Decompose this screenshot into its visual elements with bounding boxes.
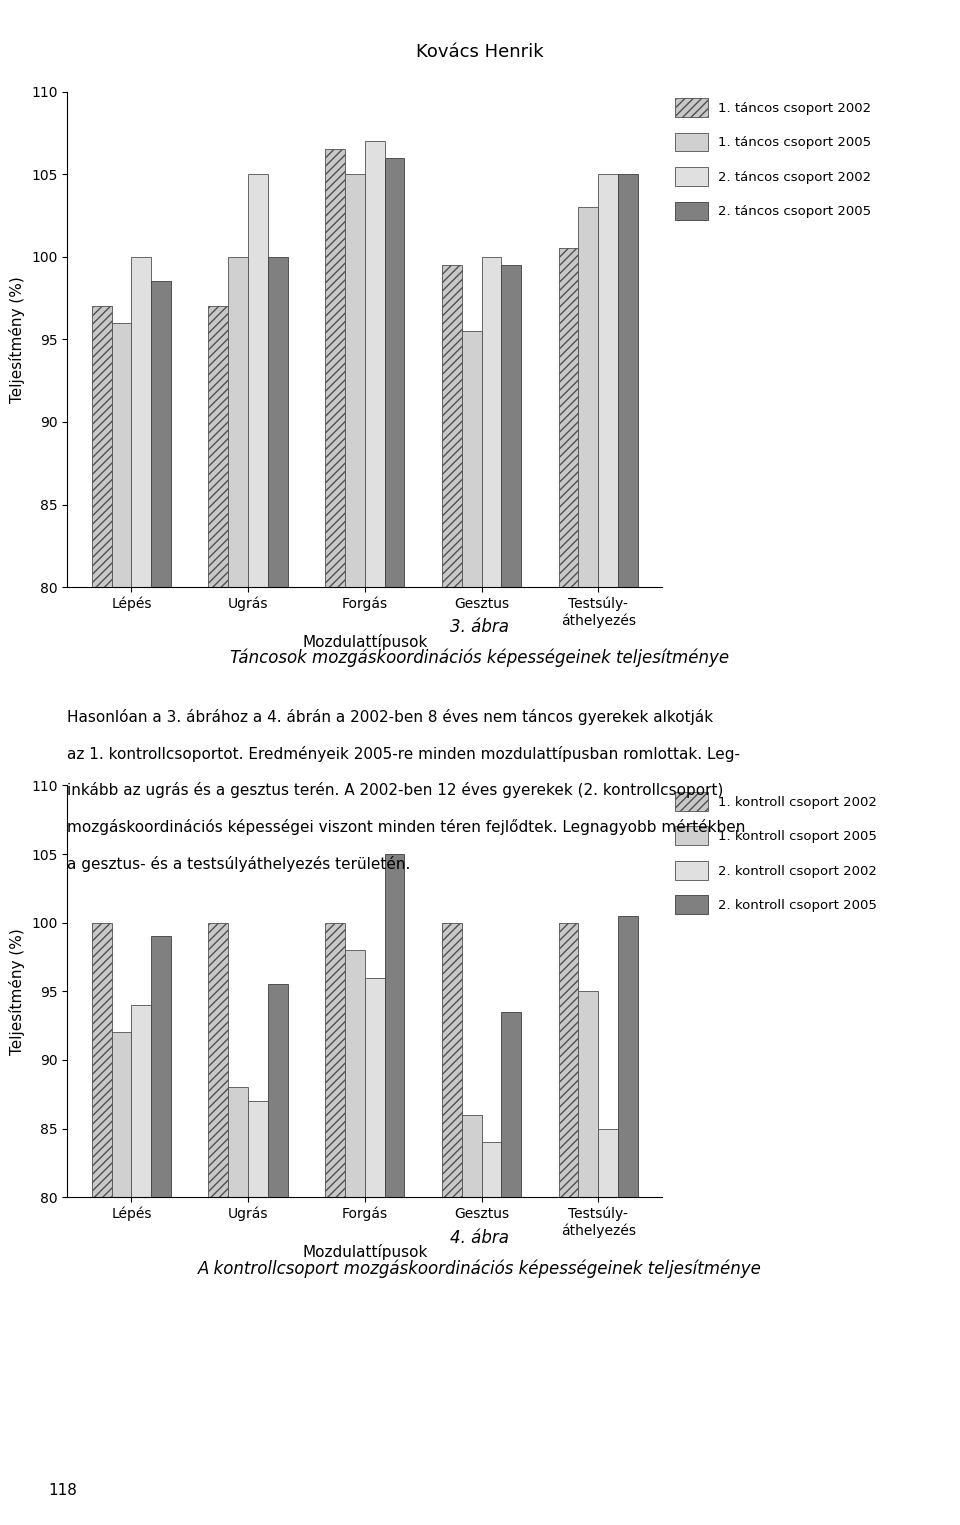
Text: mozgáskoordinációs képességei viszont minden téren fejlődtek. Legnagyobb mértékb: mozgáskoordinációs képességei viszont mi… <box>67 819 746 834</box>
Bar <box>132 1005 152 1197</box>
Text: 4. ábra: 4. ábra <box>450 1229 510 1247</box>
Bar <box>248 174 268 587</box>
Bar <box>268 256 288 587</box>
Bar <box>442 923 462 1197</box>
Bar <box>365 978 385 1197</box>
Bar <box>442 265 462 587</box>
Bar <box>385 854 404 1197</box>
Bar <box>268 985 288 1197</box>
Text: Hasonlóan a 3. ábrához a 4. ábrán a 2002-ben 8 éves nem táncos gyerekek alkotják: Hasonlóan a 3. ábrához a 4. ábrán a 2002… <box>67 709 713 724</box>
Bar <box>559 249 578 587</box>
Text: 3. ábra: 3. ábra <box>450 618 510 636</box>
Y-axis label: Teljesítmény (%): Teljesítmény (%) <box>10 276 25 403</box>
Bar <box>228 256 248 587</box>
Text: Táncosok mozgáskoordinációs képességeinek teljesítménye: Táncosok mozgáskoordinációs képességeine… <box>230 648 730 666</box>
Bar <box>482 256 501 587</box>
Bar <box>325 149 345 587</box>
Bar <box>228 1087 248 1197</box>
Bar <box>598 174 618 587</box>
Bar <box>618 174 637 587</box>
Bar <box>111 1032 132 1197</box>
Bar <box>208 307 228 587</box>
Bar <box>345 174 365 587</box>
Bar <box>152 936 171 1197</box>
Bar <box>325 923 345 1197</box>
X-axis label: Mozdulattípusok: Mozdulattípusok <box>302 1244 427 1260</box>
Text: a gesztus- és a testsúlyáthelyezés területén.: a gesztus- és a testsúlyáthelyezés terül… <box>67 856 411 871</box>
Bar <box>92 923 111 1197</box>
Bar <box>462 331 482 587</box>
Bar <box>111 323 132 587</box>
Text: Kovács Henrik: Kovács Henrik <box>417 43 543 61</box>
Text: az 1. kontrollcsoportot. Eredményeik 2005-re minden mozdulattípusban romlottak. : az 1. kontrollcsoportot. Eredményeik 200… <box>67 746 740 761</box>
Bar <box>578 991 598 1197</box>
Bar <box>385 157 404 587</box>
Bar <box>345 950 365 1197</box>
Text: A kontrollcsoport mozgáskoordinációs képességeinek teljesítménye: A kontrollcsoport mozgáskoordinációs kép… <box>198 1260 762 1278</box>
Bar <box>152 282 171 587</box>
Y-axis label: Teljesítmény (%): Teljesítmény (%) <box>10 927 25 1055</box>
Legend: 1. táncos csoport 2002, 1. táncos csoport 2005, 2. táncos csoport 2002, 2. tánco: 1. táncos csoport 2002, 1. táncos csopor… <box>675 98 872 220</box>
Bar <box>92 307 111 587</box>
Text: 118: 118 <box>48 1482 77 1498</box>
Bar <box>618 915 637 1197</box>
Bar <box>365 142 385 587</box>
Bar <box>482 1142 501 1197</box>
Bar <box>132 256 152 587</box>
Bar <box>559 923 578 1197</box>
Bar <box>208 923 228 1197</box>
Text: inkább az ugrás és a gesztus terén. A 2002-ben 12 éves gyerekek (2. kontrollcsop: inkább az ugrás és a gesztus terén. A 20… <box>67 782 724 798</box>
Bar <box>598 1128 618 1197</box>
Bar <box>462 1115 482 1197</box>
Bar <box>501 1013 521 1197</box>
Bar <box>501 265 521 587</box>
Bar <box>248 1101 268 1197</box>
Legend: 1. kontroll csoport 2002, 1. kontroll csoport 2005, 2. kontroll csoport 2002, 2.: 1. kontroll csoport 2002, 1. kontroll cs… <box>675 791 877 913</box>
X-axis label: Mozdulattípusok: Mozdulattípusok <box>302 634 427 650</box>
Bar <box>578 207 598 587</box>
